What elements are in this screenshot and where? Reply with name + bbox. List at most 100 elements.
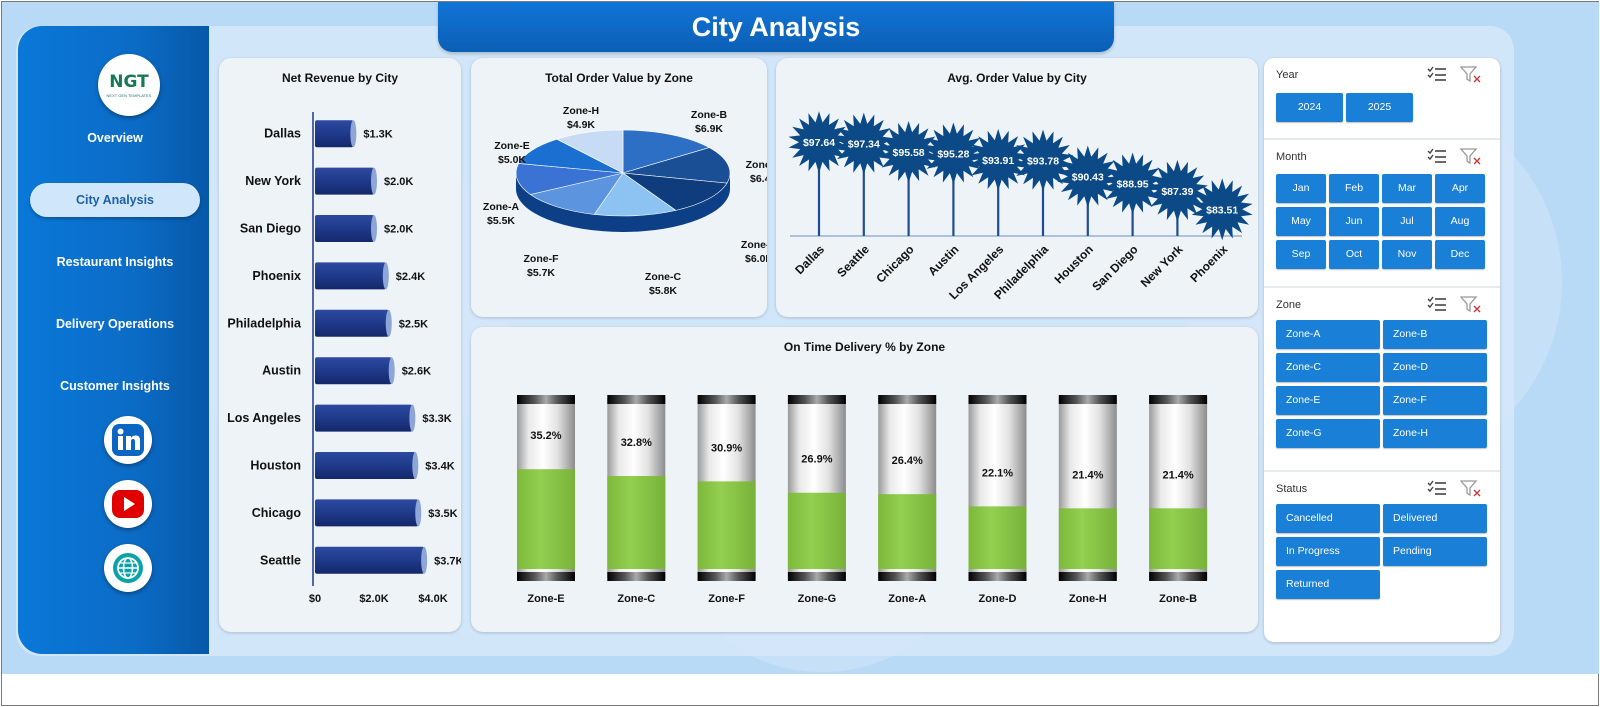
- data-label: $3.4K: [425, 461, 454, 473]
- sidebar-item-customer-insights[interactable]: Customer Insights: [60, 379, 170, 393]
- net-revenue-chart: Dallas $1.3K New York $2.0K San Diego $2.0K Ph…: [227, 112, 461, 605]
- slicer-option-mar[interactable]: Mar: [1382, 174, 1432, 203]
- slicer-option-zone-h[interactable]: Zone-H: [1383, 419, 1487, 448]
- slicer-option-sep[interactable]: Sep: [1276, 240, 1326, 269]
- slicer-option-zone-b[interactable]: Zone-B: [1383, 320, 1487, 349]
- slicer-option-oct[interactable]: Oct: [1329, 240, 1379, 269]
- clear-filter-icon[interactable]: [1460, 295, 1482, 313]
- chart-title: Avg. Order Value by City: [947, 71, 1087, 85]
- tick-label: $4.0K: [418, 593, 447, 605]
- slicer-option-jun[interactable]: Jun: [1329, 207, 1379, 236]
- bar: [315, 404, 413, 432]
- multi-select-icon[interactable]: [1426, 65, 1448, 83]
- clear-filter-icon[interactable]: [1460, 479, 1482, 497]
- clear-filter-icon[interactable]: [1460, 65, 1482, 83]
- sidebar-item-restaurant-insights[interactable]: Restaurant Insights: [56, 255, 174, 269]
- slicer-option-zone-e[interactable]: Zone-E: [1276, 386, 1380, 415]
- bar: [315, 167, 374, 195]
- starburst-marker: [1146, 159, 1208, 222]
- bar-cap: [382, 262, 389, 290]
- slicer-option-feb[interactable]: Feb: [1329, 174, 1379, 203]
- bar-cap: [415, 499, 422, 527]
- fill-bar: [878, 494, 937, 569]
- bar: [315, 215, 374, 242]
- logo-subtext: NEXT GEN TEMPLATES: [106, 93, 152, 98]
- bar-cap: [412, 452, 419, 479]
- linkedin-button[interactable]: [104, 416, 152, 464]
- website-button[interactable]: [104, 544, 152, 592]
- starburst-marker: [922, 122, 984, 185]
- pie-slice: [515, 163, 624, 195]
- multi-select-icon[interactable]: [1426, 295, 1448, 313]
- clear-filter-icon[interactable]: [1460, 147, 1482, 165]
- slice-category-label: Zone-A: [483, 201, 520, 213]
- category-label: San Diego: [240, 222, 301, 236]
- slicer-option-pending[interactable]: Pending: [1383, 537, 1487, 566]
- chart-title: On Time Delivery % by Zone: [783, 340, 946, 354]
- bar-cap: [409, 404, 416, 432]
- category-label: Zone-C: [617, 593, 655, 605]
- data-label: $95.28: [937, 148, 969, 160]
- slicer-option-jul[interactable]: Jul: [1382, 207, 1432, 236]
- category-label: Houston: [1052, 242, 1096, 286]
- multi-select-icon[interactable]: [1426, 147, 1448, 165]
- slice-category-label: Zone-E: [494, 140, 530, 152]
- slicer-option-zone-c[interactable]: Zone-C: [1276, 353, 1380, 382]
- data-label: $2.4K: [396, 271, 425, 283]
- data-label: $97.34: [848, 139, 880, 151]
- youtube-button[interactable]: [104, 480, 152, 528]
- slicer-option-apr[interactable]: Apr: [1435, 174, 1485, 203]
- fill-bar: [517, 469, 575, 569]
- bar: [315, 452, 416, 479]
- data-label: 21.4%: [1072, 469, 1103, 481]
- data-label: $97.64: [803, 137, 835, 149]
- cylinder-cap-bottom: [968, 572, 1027, 581]
- pie-slice: [593, 172, 677, 217]
- slicer-option-2024[interactable]: 2024: [1276, 93, 1343, 122]
- data-label: $2.0K: [384, 224, 413, 236]
- data-label: $95.58: [893, 147, 925, 159]
- slicer-option-dec[interactable]: Dec: [1435, 240, 1485, 269]
- slicer-option-zone-a[interactable]: Zone-A: [1276, 320, 1380, 349]
- youtube-icon: [112, 490, 144, 518]
- slicer-divider: [1264, 286, 1500, 288]
- slicer-option-may[interactable]: May: [1276, 207, 1326, 236]
- slicer-option-delivered[interactable]: Delivered: [1383, 504, 1487, 533]
- slicer-option-zone-f[interactable]: Zone-F: [1383, 386, 1487, 415]
- slicer-option-zone-d[interactable]: Zone-D: [1383, 353, 1487, 382]
- starburst-marker: [788, 111, 850, 174]
- company-logo[interactable]: NGT NEXT GEN TEMPLATES: [98, 54, 160, 116]
- slicer-divider: [1264, 138, 1500, 140]
- slicer-option-jan[interactable]: Jan: [1276, 174, 1326, 203]
- dashboard-canvas: NGT NEXT GEN TEMPLATES Overview City Ana…: [2, 2, 1599, 674]
- sidebar-item-city-analysis[interactable]: City Analysis: [30, 183, 200, 217]
- cylinder-cap-top: [787, 395, 846, 404]
- data-label: 30.9%: [711, 442, 742, 454]
- category-label: Seattle: [260, 553, 301, 567]
- fill-bar: [968, 506, 1027, 569]
- category-label: Zone-B: [1159, 593, 1197, 605]
- slicer-option-in-progress[interactable]: In Progress: [1276, 537, 1380, 566]
- slicer-option-aug[interactable]: Aug: [1435, 207, 1485, 236]
- slicer-option-2025[interactable]: 2025: [1346, 93, 1413, 122]
- category-label: Austin: [925, 242, 961, 278]
- starburst-marker: [1012, 129, 1074, 192]
- category-label: Zone-D: [979, 593, 1017, 605]
- starburst-marker: [1102, 152, 1164, 215]
- cylinder-cap-bottom: [517, 572, 575, 581]
- cylinder-cap-top: [1058, 395, 1117, 404]
- multi-select-icon[interactable]: [1426, 479, 1448, 497]
- data-label: $3.3K: [422, 413, 451, 425]
- slice-value-label: $6.0K: [745, 253, 767, 265]
- cylinder-cap-bottom: [878, 572, 937, 581]
- slicer-option-nov[interactable]: Nov: [1382, 240, 1432, 269]
- slicer-option-zone-g[interactable]: Zone-G: [1276, 419, 1380, 448]
- pie-slice: [621, 172, 728, 211]
- category-label: Zone-G: [798, 593, 837, 605]
- slicer-option-returned[interactable]: Returned: [1276, 570, 1380, 599]
- slicer-controls: [1426, 147, 1490, 167]
- sidebar-item-delivery-operations[interactable]: Delivery Operations: [55, 317, 175, 331]
- sidebar-item-overview[interactable]: Overview: [87, 131, 143, 145]
- slice-category-label: Zone-C: [645, 271, 682, 283]
- slicer-option-cancelled[interactable]: Cancelled: [1276, 504, 1380, 533]
